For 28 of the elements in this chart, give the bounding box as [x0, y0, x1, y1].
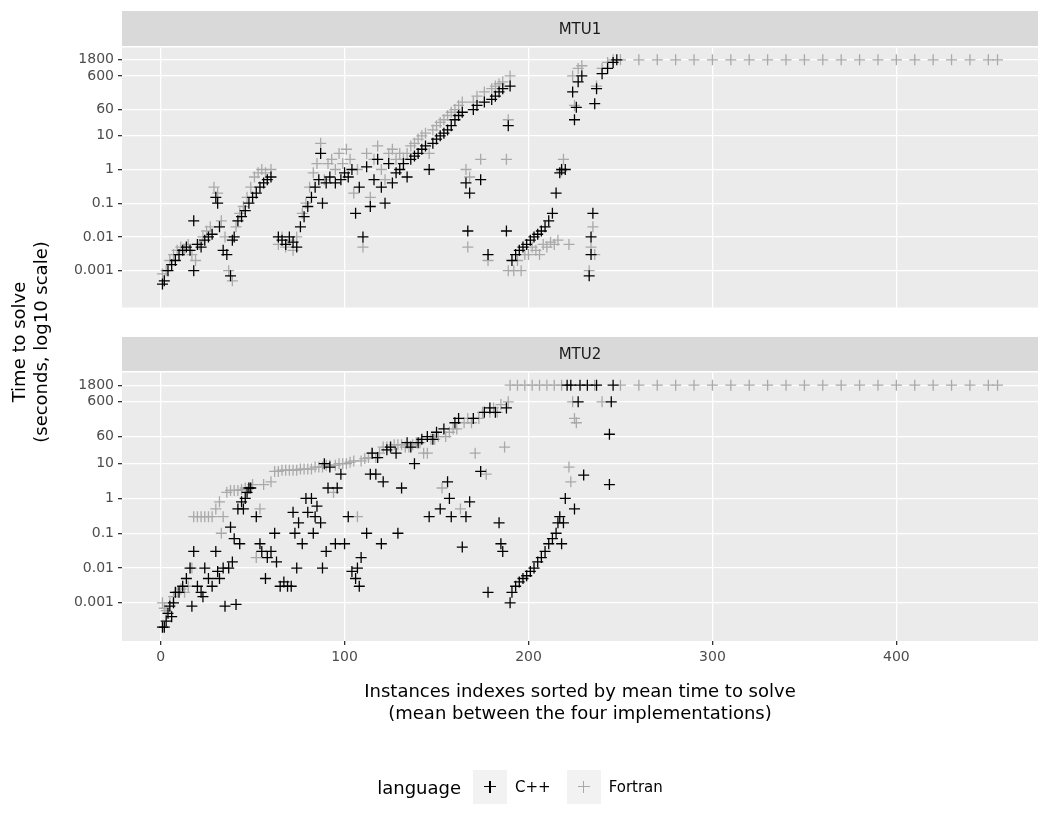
- y-tick-label: 10: [96, 126, 114, 143]
- x-tick-label: 200: [515, 648, 542, 665]
- x-tick-label: 400: [883, 648, 910, 665]
- legend-label: Fortran: [608, 778, 663, 796]
- y-tick-label: 60: [96, 427, 114, 444]
- y-tick-label: 1800: [78, 50, 114, 67]
- y-tick-label: 0.1: [91, 193, 114, 210]
- y-tick-label: 0.01: [82, 227, 114, 244]
- y-tick-label: 10: [96, 454, 114, 471]
- chart-title: MTU1: [122, 11, 1038, 46]
- x-tick-label: 0: [156, 648, 166, 665]
- y-tick-label: 600: [87, 66, 114, 83]
- x-axis-title: Instances indexes sorted by mean time to solve (mean between the four implementations): [363, 680, 797, 724]
- y-tick-label: 1: [105, 489, 114, 506]
- y-tick-label: 60: [96, 100, 114, 117]
- y-tick-label: 0.001: [73, 593, 114, 610]
- x-tick-label: 100: [331, 648, 358, 665]
- legend-label: C++: [515, 778, 551, 796]
- y-tick-label: 1: [105, 160, 114, 177]
- y-tick-label: 600: [87, 392, 114, 409]
- legend-title: language: [377, 776, 461, 798]
- y-tick-label: 0.01: [82, 558, 114, 575]
- y-tick-label: 0.001: [73, 261, 114, 278]
- y-axis-title: Time to solve (seconds, log10 scale): [8, 240, 52, 445]
- y-tick-label: 0.1: [91, 523, 114, 540]
- x-tick-label: 300: [699, 648, 726, 665]
- y-tick-label: 1800: [78, 375, 114, 392]
- chart-title: MTU2: [122, 337, 1038, 371]
